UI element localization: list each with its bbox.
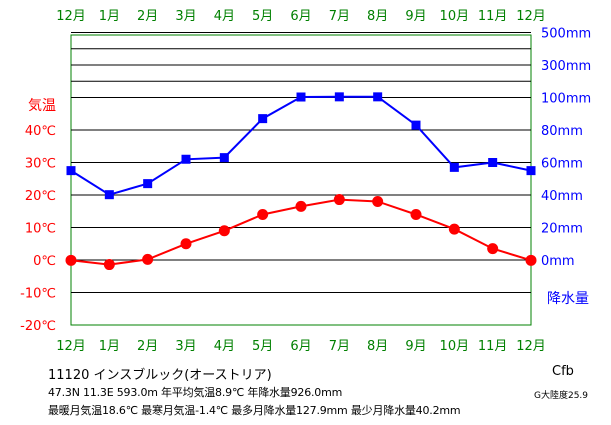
temperature-point xyxy=(333,194,345,206)
station-name: 11120 インスブルック(オーストリア) xyxy=(48,368,272,383)
month-label-top: 2月 xyxy=(137,9,158,24)
month-label-top: 7月 xyxy=(329,9,350,24)
month-label-top: 12月 xyxy=(516,9,546,24)
month-label-top: 5月 xyxy=(252,9,273,24)
month-label-top: 6月 xyxy=(290,9,311,24)
precipitation-point xyxy=(488,158,498,167)
temperature-point xyxy=(218,225,230,237)
month-label-top: 10月 xyxy=(440,9,470,24)
month-label-bottom: 6月 xyxy=(290,339,311,354)
precip-tick-label: 500mm xyxy=(541,27,591,42)
temperature-point xyxy=(372,196,384,207)
temperature-point xyxy=(525,254,537,266)
month-label-top: 9月 xyxy=(405,9,426,24)
precip-tick-label: 60mm xyxy=(541,157,583,172)
precipitation-point xyxy=(373,92,383,102)
month-label-top: 12月 xyxy=(56,9,86,24)
climate-class: Cfb xyxy=(552,364,574,379)
month-label-bottom: 7月 xyxy=(329,339,350,354)
temperature-point xyxy=(410,209,422,220)
precip-tick-label: 0mm xyxy=(541,254,575,269)
month-label-bottom: 10月 xyxy=(440,339,470,354)
temperature-point xyxy=(103,259,115,271)
temp-tick-label: -20℃ xyxy=(20,319,56,334)
month-label-top: 11月 xyxy=(478,9,508,24)
continentality: G大陸度25.9 xyxy=(534,391,589,401)
plot-frame xyxy=(70,34,532,326)
temp-tick-label: 20℃ xyxy=(25,189,56,204)
temp-tick-label: -10℃ xyxy=(20,287,56,302)
month-label-top: 8月 xyxy=(367,9,388,24)
month-label-top: 4月 xyxy=(214,9,235,24)
precipitation-point xyxy=(411,120,421,130)
precipitation-point xyxy=(258,114,268,124)
axis-layer: -20℃ -10℃ 0℃ 10℃ 20℃ 30℃ 40℃ 気温 0mm 20mm 40mm 60mm 8… xyxy=(20,27,591,335)
month-label-bottom: 2月 xyxy=(137,339,158,354)
temperature-point xyxy=(257,209,269,220)
station-stats: 47.3N 11.3E 593.0m 年平均気温8.9℃ 年降水量926.0mm xyxy=(48,386,343,399)
month-label-bottom: 1月 xyxy=(99,339,120,354)
temperature-point xyxy=(295,200,307,212)
month-label-bottom: 12月 xyxy=(516,339,546,354)
precipitation-point xyxy=(449,162,459,172)
temp-tick-label: 10℃ xyxy=(25,222,56,237)
precip-tick-label: 40mm xyxy=(541,189,583,204)
temp-tick-label: 0℃ xyxy=(33,254,56,269)
month-label-top: 1月 xyxy=(99,9,120,24)
precip-tick-label: 300mm xyxy=(541,59,591,74)
precipitation-point xyxy=(104,190,114,200)
label-layer: 12月 12月 1月 1月 2月 2月 3月 3月 4月 4月 5月 5月 6月 6月 7月 7月 8月 8月 9月… xyxy=(56,9,546,354)
precipitation-point xyxy=(181,154,191,164)
month-label-bottom: 8月 xyxy=(367,339,388,354)
month-label-bottom: 3月 xyxy=(175,339,196,354)
temperature-point xyxy=(487,243,499,255)
precipitation-point xyxy=(66,166,76,176)
month-label-bottom: 9月 xyxy=(405,339,426,354)
precip-axis-title: 降水量 xyxy=(547,291,589,307)
month-label-bottom: 11月 xyxy=(478,339,508,354)
month-label-bottom: 12月 xyxy=(56,339,86,354)
month-label-top: 3月 xyxy=(175,9,196,24)
precipitation-line xyxy=(70,95,532,196)
precip-tick-label: 20mm xyxy=(541,222,583,237)
temp-tick-label: 40℃ xyxy=(25,124,56,139)
grid-layer xyxy=(70,32,532,326)
precip-tick-label: 80mm xyxy=(541,124,583,139)
precipitation-point xyxy=(334,92,344,102)
precipitation-point xyxy=(526,166,536,176)
temperature-point xyxy=(142,253,154,265)
temp-tick-label: 30℃ xyxy=(25,157,56,172)
month-label-bottom: 4月 xyxy=(214,339,235,354)
month-label-bottom: 5月 xyxy=(252,339,273,354)
temperature-point xyxy=(180,238,192,250)
temperature-point xyxy=(448,223,460,235)
precipitation-point xyxy=(296,92,306,102)
precipitation-point xyxy=(143,179,153,189)
precipitation-point xyxy=(219,153,229,163)
precip-tick-label: 100mm xyxy=(541,92,591,107)
series-layer xyxy=(65,92,537,271)
station-extremes: 最暖月気温18.6℃ 最寒月気温-1.4℃ 最多月降水量127.9mm 最少月降… xyxy=(48,404,461,417)
temperature-point xyxy=(65,254,77,266)
temp-axis-title: 気温 xyxy=(28,98,56,114)
climate-chart: -20℃ -10℃ 0℃ 10℃ 20℃ 30℃ 40℃ 気温 0mm 20mm 40mm 60mm 8… xyxy=(20,9,591,354)
